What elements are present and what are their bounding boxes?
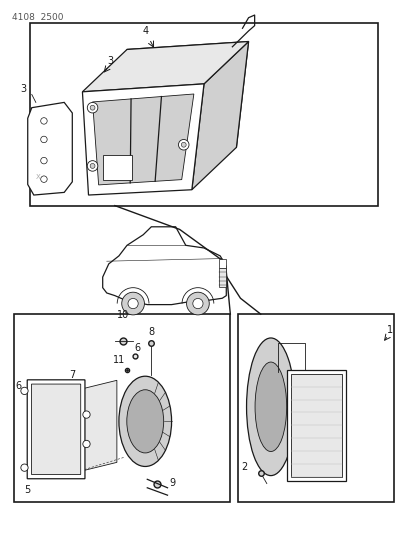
- Polygon shape: [93, 94, 194, 185]
- Circle shape: [41, 157, 47, 164]
- Polygon shape: [82, 84, 204, 195]
- Polygon shape: [127, 42, 248, 152]
- Bar: [291, 374, 342, 477]
- Bar: [219, 268, 226, 287]
- Circle shape: [90, 164, 95, 168]
- Text: 4: 4: [142, 26, 148, 36]
- Bar: [13, 314, 231, 502]
- FancyBboxPatch shape: [27, 380, 85, 479]
- Circle shape: [128, 298, 138, 309]
- Text: 6: 6: [134, 343, 140, 353]
- Polygon shape: [192, 42, 248, 190]
- Text: Χ: Χ: [36, 174, 40, 180]
- Polygon shape: [28, 102, 72, 195]
- Bar: [287, 370, 346, 481]
- Bar: [103, 155, 132, 180]
- Circle shape: [178, 140, 189, 150]
- Circle shape: [41, 136, 47, 143]
- Bar: [238, 314, 395, 502]
- Circle shape: [21, 387, 28, 394]
- Text: 4108  2500: 4108 2500: [11, 13, 63, 22]
- Polygon shape: [103, 227, 226, 305]
- Text: 5: 5: [24, 484, 31, 495]
- Bar: [30, 23, 378, 206]
- FancyBboxPatch shape: [31, 384, 81, 474]
- Text: 3: 3: [108, 56, 114, 66]
- Circle shape: [83, 440, 90, 448]
- Text: 6: 6: [16, 381, 22, 391]
- Text: 1: 1: [387, 325, 393, 335]
- Circle shape: [87, 160, 98, 171]
- Text: 11: 11: [113, 355, 125, 365]
- Ellipse shape: [246, 338, 295, 475]
- Bar: [220, 259, 226, 268]
- Text: 10: 10: [117, 310, 129, 320]
- Polygon shape: [82, 42, 248, 92]
- Circle shape: [186, 292, 209, 315]
- Text: 9: 9: [170, 478, 176, 488]
- Circle shape: [193, 298, 203, 309]
- Ellipse shape: [127, 390, 164, 453]
- Circle shape: [181, 142, 186, 147]
- Polygon shape: [84, 381, 117, 470]
- Ellipse shape: [119, 376, 172, 466]
- Circle shape: [83, 411, 90, 418]
- Text: 2: 2: [242, 462, 248, 472]
- Circle shape: [122, 292, 144, 315]
- Circle shape: [41, 176, 47, 182]
- Circle shape: [41, 118, 47, 124]
- Text: 7: 7: [69, 370, 75, 379]
- Circle shape: [21, 464, 28, 471]
- Ellipse shape: [255, 362, 287, 451]
- Text: 3: 3: [21, 84, 27, 94]
- Circle shape: [90, 105, 95, 110]
- Text: 8: 8: [148, 327, 154, 337]
- Circle shape: [87, 102, 98, 113]
